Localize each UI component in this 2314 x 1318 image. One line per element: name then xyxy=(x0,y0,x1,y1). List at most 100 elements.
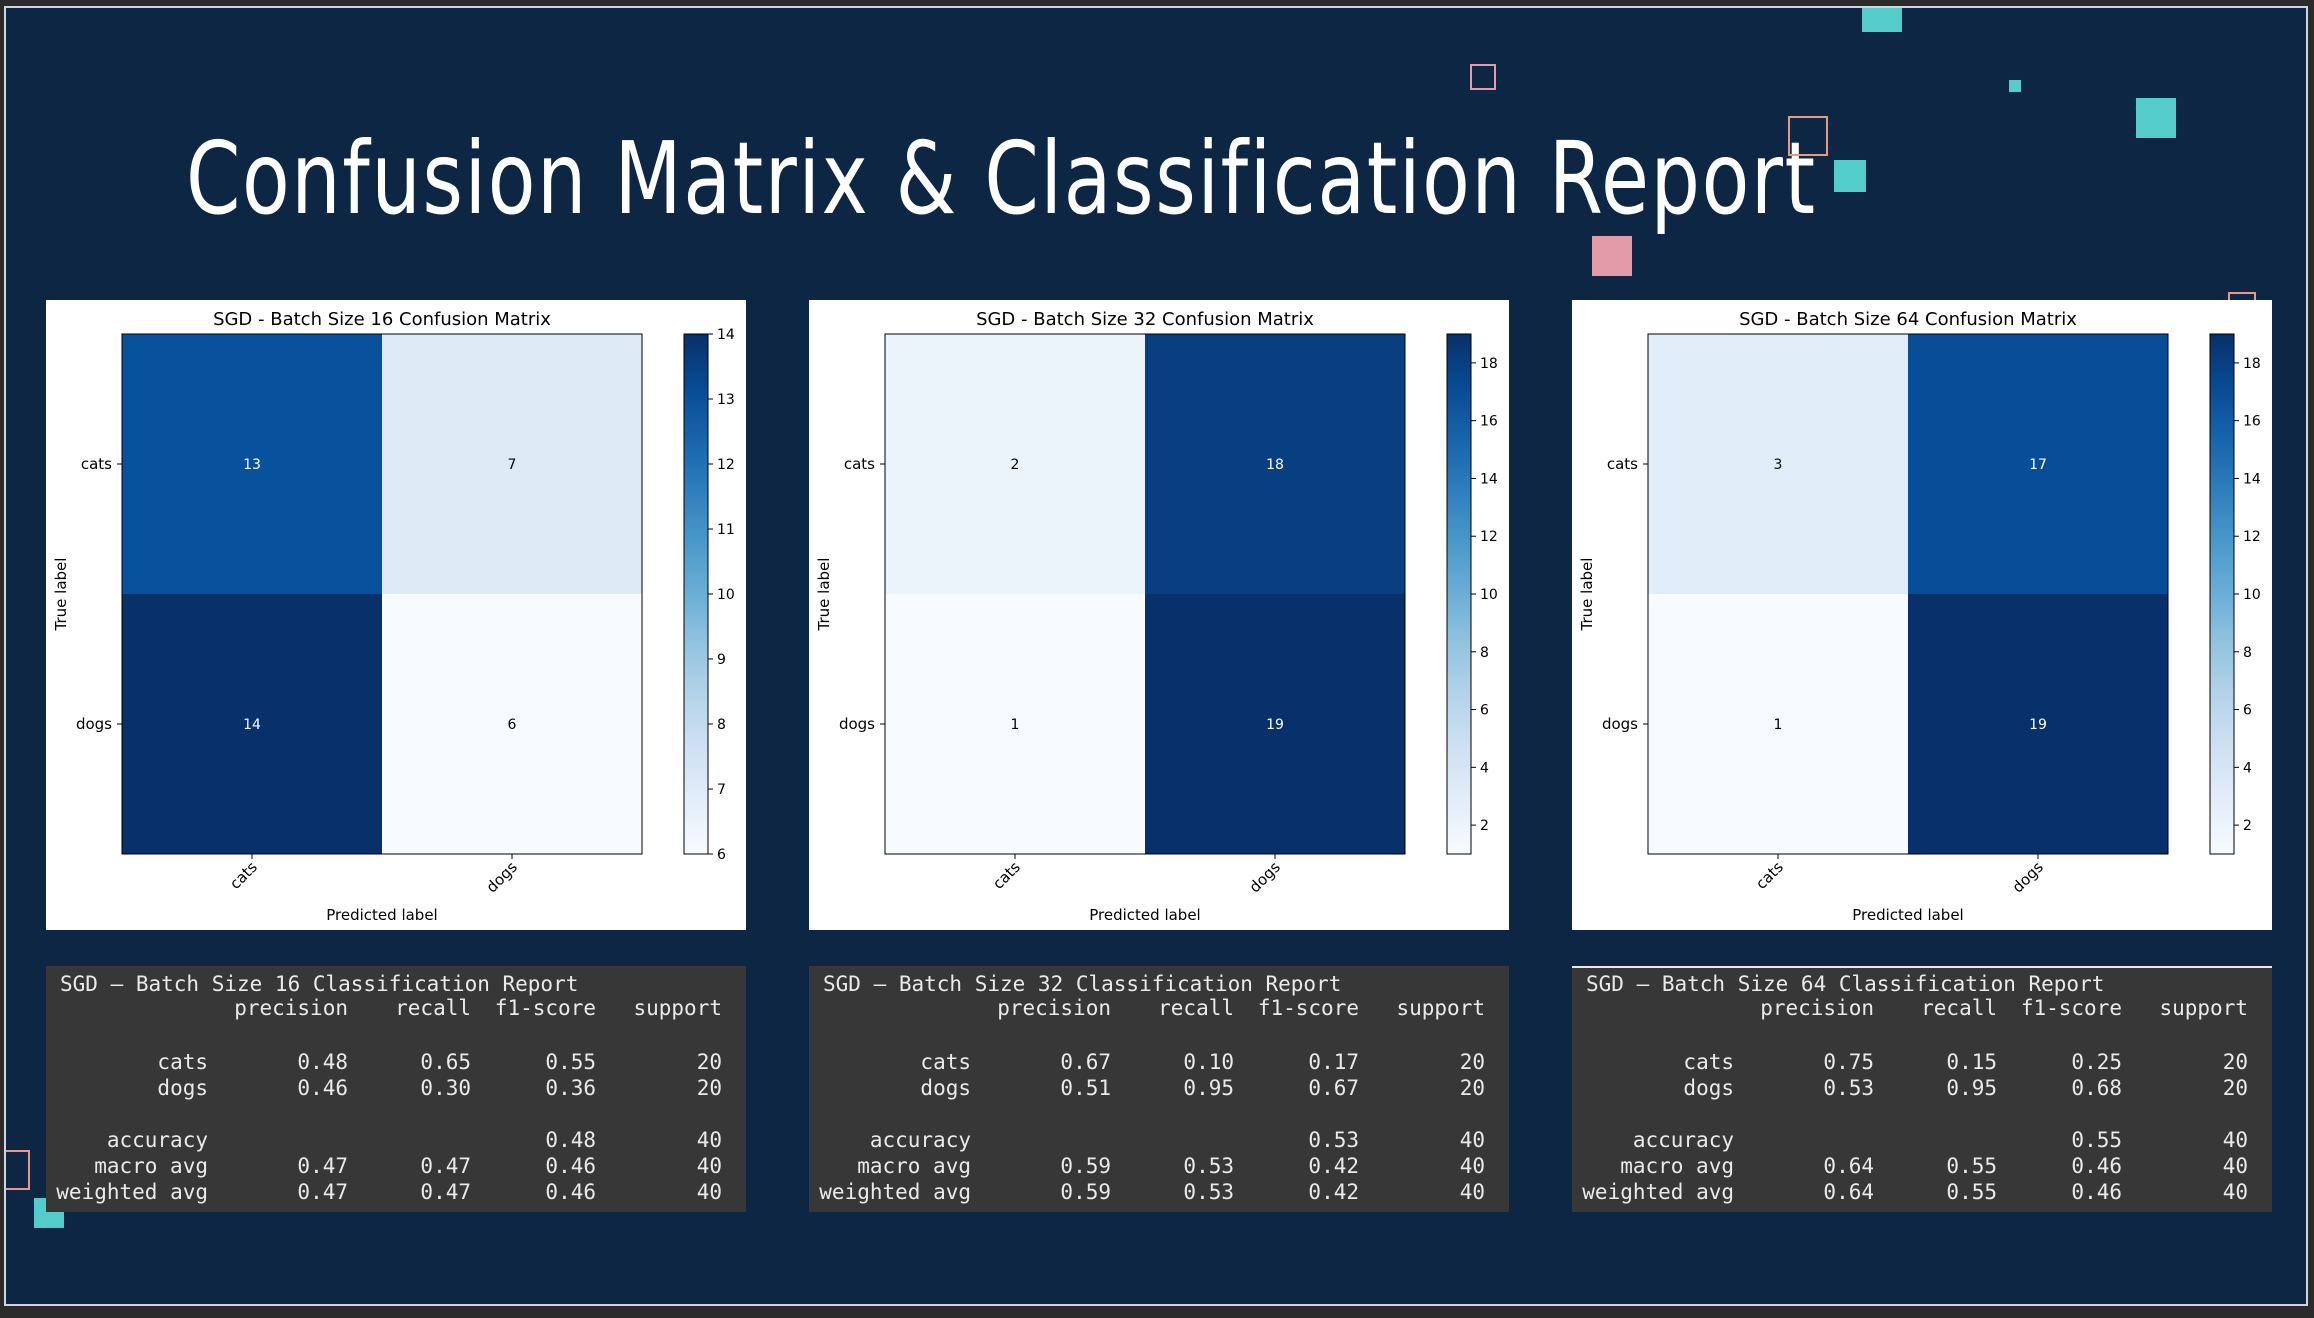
report-cell-value: 0.30 xyxy=(420,1076,471,1100)
heatmap-cell xyxy=(1648,334,1908,594)
cell-value-label: 2 xyxy=(1011,457,1020,473)
x-axis-label: Predicted label xyxy=(1852,906,1963,924)
heatmap-cell xyxy=(382,594,642,854)
report-cell-value: 20 xyxy=(2222,1076,2248,1100)
heatmap-cell xyxy=(1908,594,2168,854)
report-cell-value: 0.67 xyxy=(1308,1076,1359,1100)
colorbar-tick-label: 8 xyxy=(1480,645,1489,661)
report-cell-value: 0.42 xyxy=(1308,1180,1359,1204)
report-cell-value: 0.53 xyxy=(1823,1076,1874,1100)
report-cell-value: 20 xyxy=(1459,1076,1485,1100)
decor-square xyxy=(1470,64,1496,90)
report-row-label: weighted avg xyxy=(1582,1180,1734,1204)
report-cell-value: 0.64 xyxy=(1823,1180,1874,1204)
report-title: SGD – Batch Size 32 Classification Repor… xyxy=(823,972,1342,996)
report-cell-value: 0.64 xyxy=(1823,1154,1874,1178)
report-cell-value: 0.55 xyxy=(1946,1154,1997,1178)
chart-title: SGD - Batch Size 32 Confusion Matrix xyxy=(976,309,1314,330)
classification-report-16: SGD – Batch Size 16 Classification Repor… xyxy=(46,966,746,1212)
report-cell-value: 40 xyxy=(696,1154,722,1178)
x-tick-label: dogs xyxy=(483,858,521,896)
colorbar-tick-label: 10 xyxy=(2243,587,2261,603)
report-row-label: weighted avg xyxy=(56,1180,208,1204)
colorbar-tick-label: 14 xyxy=(717,327,735,343)
plot-frame xyxy=(121,333,643,855)
report-cell-value: 0.59 xyxy=(1060,1154,1111,1178)
chart-title: SGD - Batch Size 16 Confusion Matrix xyxy=(213,309,551,330)
report-row-label: accuracy xyxy=(869,1128,971,1152)
report-cell-value: 0.42 xyxy=(1308,1154,1359,1178)
report-cell-value: 40 xyxy=(696,1128,722,1152)
report-cell-value: 0.55 xyxy=(2071,1128,2122,1152)
report-row-label: dogs xyxy=(920,1076,971,1100)
report-row-label: cats xyxy=(157,1050,208,1074)
report-cell-value: 40 xyxy=(2222,1180,2248,1204)
colorbar-tick-label: 14 xyxy=(2243,471,2261,487)
report-column-header: f1-score xyxy=(494,996,596,1020)
colorbar xyxy=(1446,333,1472,855)
confusion-matrix-panel-32: SGD - Batch Size 32 Confusion Matrix 2 18 1… xyxy=(809,300,1509,930)
report-cell-value: 0.25 xyxy=(2071,1050,2122,1074)
heatmap-cell xyxy=(1908,334,2168,594)
report-cell-value: 0.55 xyxy=(545,1050,596,1074)
cell-value-label: 6 xyxy=(508,717,517,733)
colorbar-tick-label: 18 xyxy=(2243,356,2261,372)
colorbar-tick-label: 9 xyxy=(717,652,726,668)
cell-value-label: 18 xyxy=(1266,457,1284,473)
y-tick-label: dogs xyxy=(76,715,112,733)
heatmap-cell xyxy=(122,594,382,854)
report-row-label: macro avg xyxy=(857,1154,971,1178)
report-cell-value: 0.46 xyxy=(545,1180,596,1204)
decor-square xyxy=(2009,80,2021,92)
report-cell-value: 0.46 xyxy=(297,1076,348,1100)
colorbar-tick-label: 7 xyxy=(717,782,726,798)
report-cell-value: 0.68 xyxy=(2071,1076,2122,1100)
report-column-header: support xyxy=(2159,996,2248,1020)
report-cell-value: 20 xyxy=(696,1050,722,1074)
x-tick-label: cats xyxy=(1752,858,1787,893)
colorbar-tick-label: 10 xyxy=(717,587,735,603)
decor-square xyxy=(1862,8,1902,32)
report-cell-value: 0.48 xyxy=(297,1050,348,1074)
report-column-header: recall xyxy=(395,996,471,1020)
classification-report-64: SGD – Batch Size 64 Classification Repor… xyxy=(1572,966,2272,1212)
report-row-label: accuracy xyxy=(1632,1128,1734,1152)
colorbar xyxy=(2209,333,2235,855)
y-tick-label: cats xyxy=(81,455,112,473)
x-axis-label: Predicted label xyxy=(1089,906,1200,924)
report-title: SGD – Batch Size 64 Classification Repor… xyxy=(1586,972,2105,996)
report-cell-value: 0.55 xyxy=(1946,1180,1997,1204)
cell-value-label: 1 xyxy=(1011,717,1020,733)
colorbar-tick-label: 13 xyxy=(717,392,735,408)
colorbar-tick-label: 14 xyxy=(1480,471,1498,487)
confusion-matrix-chart: SGD - Batch Size 64 Confusion Matrix 3 17 1… xyxy=(1578,309,2261,924)
report-cell-value: 0.48 xyxy=(545,1128,596,1152)
colorbar xyxy=(683,333,709,855)
report-cell-value: 40 xyxy=(2222,1154,2248,1178)
heatmap-cell xyxy=(382,334,642,594)
report-cell-value: 0.36 xyxy=(545,1076,596,1100)
y-tick-label: cats xyxy=(1607,455,1638,473)
heatmap-cell xyxy=(1145,594,1405,854)
report-title: SGD – Batch Size 16 Classification Repor… xyxy=(60,972,579,996)
report-cell-value: 40 xyxy=(1459,1154,1485,1178)
report-row-label: accuracy xyxy=(106,1128,208,1152)
slide: Confusion Matrix & Classification Report… xyxy=(4,6,2308,1306)
cell-value-label: 14 xyxy=(243,717,261,733)
colorbar-tick-label: 12 xyxy=(1480,529,1498,545)
colorbar-tick-label: 2 xyxy=(2243,818,2252,834)
report-row-label: cats xyxy=(920,1050,971,1074)
x-axis-label: Predicted label xyxy=(326,906,437,924)
heatmap-cell xyxy=(1648,594,1908,854)
report-column-header: precision xyxy=(997,996,1111,1020)
heatmap-cell xyxy=(122,334,382,594)
confusion-matrix-chart: SGD - Batch Size 16 Confusion Matrix 13 7 1… xyxy=(52,309,735,924)
y-axis-label: True label xyxy=(1578,558,1596,632)
x-tick-label: cats xyxy=(226,858,261,893)
classification-report-32: SGD – Batch Size 32 Classification Repor… xyxy=(809,966,1509,1212)
x-tick-label: dogs xyxy=(1246,858,1284,896)
heatmap-cell xyxy=(885,594,1145,854)
y-tick-label: cats xyxy=(844,455,875,473)
report-top-border xyxy=(1572,966,2272,968)
